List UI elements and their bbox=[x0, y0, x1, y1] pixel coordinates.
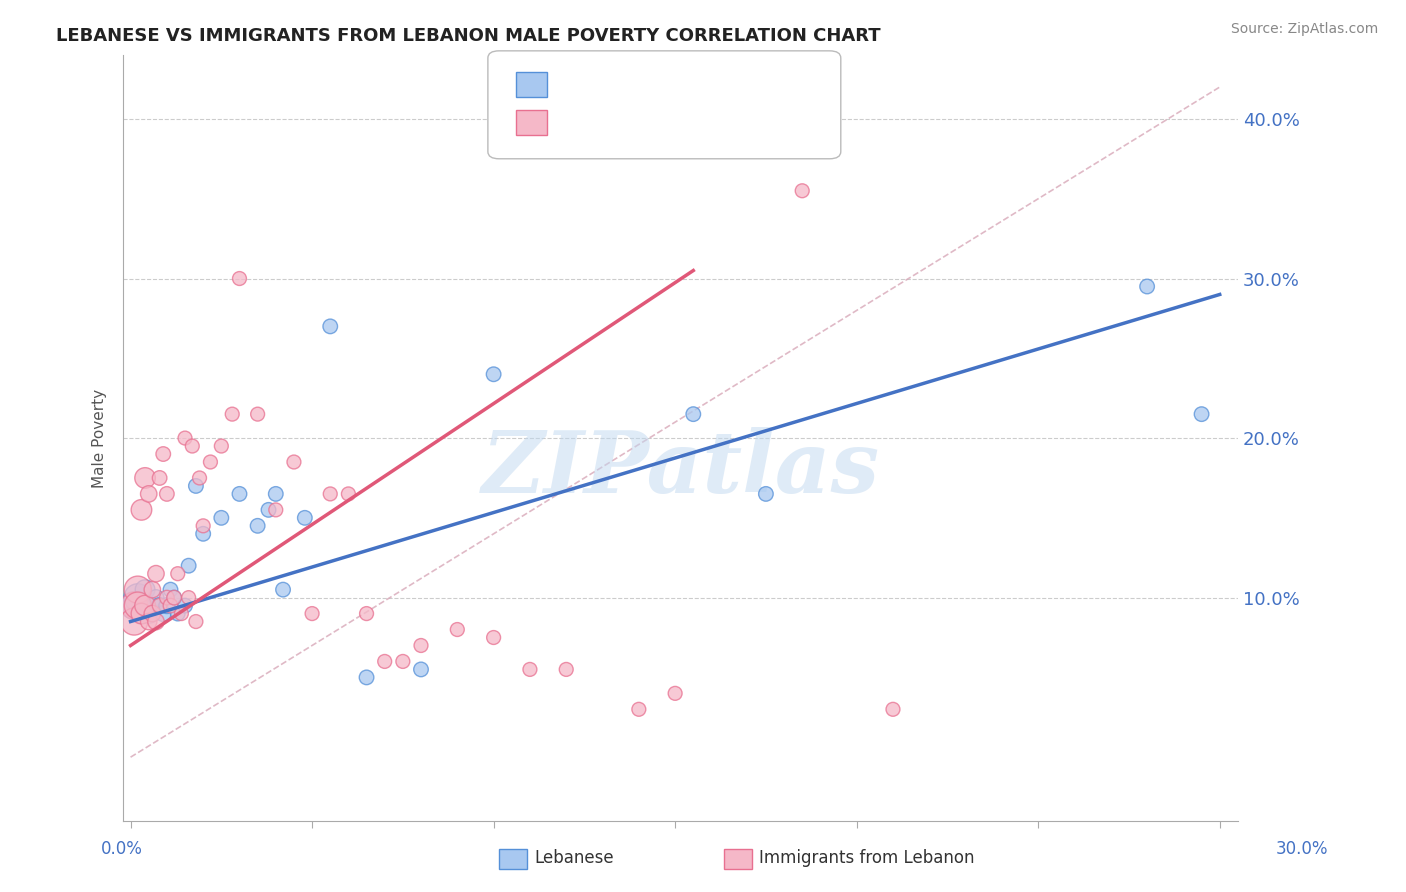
Point bbox=[138, 487, 160, 501]
Point bbox=[294, 511, 316, 525]
Point bbox=[149, 599, 172, 613]
Point bbox=[174, 431, 197, 445]
Point bbox=[228, 487, 250, 501]
Point bbox=[141, 582, 163, 597]
Point bbox=[264, 487, 287, 501]
Point bbox=[682, 407, 704, 421]
Point bbox=[264, 503, 287, 517]
Point bbox=[184, 479, 207, 493]
Point bbox=[122, 599, 145, 613]
Point bbox=[159, 582, 181, 597]
Point bbox=[664, 686, 686, 700]
Point bbox=[141, 607, 163, 621]
Point bbox=[156, 599, 179, 613]
Point bbox=[257, 503, 280, 517]
Point bbox=[127, 599, 149, 613]
Point bbox=[392, 655, 415, 669]
Point bbox=[301, 607, 323, 621]
Point bbox=[271, 582, 294, 597]
Point bbox=[246, 518, 269, 533]
Point bbox=[170, 607, 193, 621]
Text: N =: N = bbox=[673, 76, 710, 94]
Point bbox=[127, 591, 149, 605]
Point bbox=[174, 599, 197, 613]
Point bbox=[627, 702, 650, 716]
Point bbox=[184, 615, 207, 629]
Point bbox=[152, 447, 174, 461]
Point bbox=[127, 582, 149, 597]
Point bbox=[882, 702, 904, 716]
Point bbox=[166, 566, 188, 581]
Point bbox=[145, 615, 167, 629]
Point bbox=[209, 511, 232, 525]
Point bbox=[156, 487, 179, 501]
Point bbox=[446, 623, 468, 637]
Point bbox=[149, 471, 172, 485]
Point bbox=[188, 471, 211, 485]
Point bbox=[228, 271, 250, 285]
Point bbox=[134, 471, 156, 485]
Point bbox=[145, 591, 167, 605]
Point bbox=[134, 582, 156, 597]
Point bbox=[177, 558, 200, 573]
Point bbox=[177, 591, 200, 605]
Point bbox=[138, 615, 160, 629]
Point bbox=[755, 487, 778, 501]
Point bbox=[156, 591, 179, 605]
Point bbox=[1136, 279, 1159, 293]
Text: R =: R = bbox=[561, 76, 598, 94]
Text: Source: ZipAtlas.com: Source: ZipAtlas.com bbox=[1230, 22, 1378, 37]
Point bbox=[159, 599, 181, 613]
Text: 0.0%: 0.0% bbox=[101, 840, 143, 858]
Point bbox=[163, 591, 186, 605]
Text: 32: 32 bbox=[720, 76, 744, 94]
Point bbox=[200, 455, 222, 469]
Point bbox=[283, 455, 305, 469]
Point bbox=[122, 599, 145, 613]
Text: 51: 51 bbox=[720, 113, 742, 131]
Point bbox=[246, 407, 269, 421]
Point bbox=[193, 518, 215, 533]
Point bbox=[1191, 407, 1213, 421]
Text: 30.0%: 30.0% bbox=[1277, 840, 1329, 858]
Text: 0.550: 0.550 bbox=[607, 113, 659, 131]
Point bbox=[138, 607, 160, 621]
Point bbox=[193, 526, 215, 541]
Point bbox=[519, 662, 541, 676]
Point bbox=[166, 607, 188, 621]
Point bbox=[409, 639, 432, 653]
Text: Immigrants from Lebanon: Immigrants from Lebanon bbox=[759, 849, 974, 867]
Point bbox=[131, 503, 153, 517]
Point bbox=[134, 599, 156, 613]
Point bbox=[209, 439, 232, 453]
Point bbox=[409, 662, 432, 676]
Point bbox=[356, 670, 378, 684]
Point bbox=[792, 184, 814, 198]
Point bbox=[131, 607, 153, 621]
Point bbox=[141, 599, 163, 613]
Point bbox=[482, 368, 505, 382]
Text: ZIPatlas: ZIPatlas bbox=[481, 427, 880, 510]
Point bbox=[131, 607, 153, 621]
Text: 0.579: 0.579 bbox=[607, 76, 659, 94]
Point bbox=[356, 607, 378, 621]
Text: LEBANESE VS IMMIGRANTS FROM LEBANON MALE POVERTY CORRELATION CHART: LEBANESE VS IMMIGRANTS FROM LEBANON MALE… bbox=[56, 27, 882, 45]
Text: Lebanese: Lebanese bbox=[534, 849, 614, 867]
Y-axis label: Male Poverty: Male Poverty bbox=[93, 389, 107, 488]
Point bbox=[149, 599, 172, 613]
Text: R =: R = bbox=[561, 113, 598, 131]
Text: N =: N = bbox=[673, 113, 710, 131]
Point bbox=[145, 566, 167, 581]
Point bbox=[319, 319, 342, 334]
Point bbox=[319, 487, 342, 501]
Point bbox=[122, 615, 145, 629]
Point bbox=[163, 591, 186, 605]
Point bbox=[374, 655, 396, 669]
Point bbox=[181, 439, 204, 453]
Point bbox=[482, 631, 505, 645]
Point bbox=[221, 407, 243, 421]
Point bbox=[555, 662, 578, 676]
Point bbox=[337, 487, 360, 501]
Point bbox=[152, 607, 174, 621]
